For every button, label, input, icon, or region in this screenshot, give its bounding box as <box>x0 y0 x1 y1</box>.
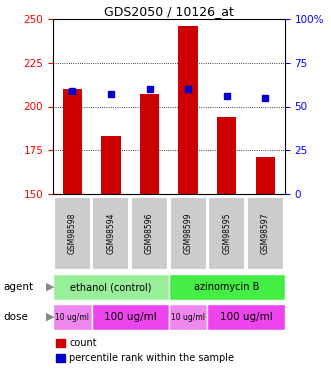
Text: GSM98597: GSM98597 <box>261 213 270 254</box>
Bar <box>101 136 120 194</box>
Text: ethanol (control): ethanol (control) <box>70 282 152 292</box>
Text: count: count <box>69 338 97 348</box>
Text: percentile rank within the sample: percentile rank within the sample <box>69 353 234 363</box>
Bar <box>256 157 275 194</box>
Text: dose: dose <box>3 312 28 322</box>
Text: ▶: ▶ <box>46 282 55 292</box>
Text: GSM98595: GSM98595 <box>222 213 231 254</box>
Text: agent: agent <box>3 282 33 292</box>
Bar <box>208 303 285 330</box>
Text: 10 ug/ml: 10 ug/ml <box>171 312 205 321</box>
Bar <box>140 94 159 194</box>
Text: 100 ug/ml: 100 ug/ml <box>220 312 272 322</box>
Text: GSM98596: GSM98596 <box>145 213 154 254</box>
Bar <box>63 89 82 194</box>
FancyBboxPatch shape <box>247 197 284 270</box>
FancyBboxPatch shape <box>131 197 168 270</box>
Title: GDS2050 / 10126_at: GDS2050 / 10126_at <box>104 5 234 18</box>
Bar <box>169 273 285 300</box>
Text: azinomycin B: azinomycin B <box>194 282 260 292</box>
Bar <box>56 354 65 362</box>
Text: GSM98594: GSM98594 <box>106 213 116 254</box>
Bar <box>53 273 169 300</box>
Text: ▶: ▶ <box>46 312 55 322</box>
Text: 100 ug/ml: 100 ug/ml <box>104 312 157 322</box>
FancyBboxPatch shape <box>208 197 245 270</box>
Bar <box>56 339 65 347</box>
FancyBboxPatch shape <box>169 197 207 270</box>
Text: GSM98599: GSM98599 <box>184 213 193 254</box>
FancyBboxPatch shape <box>54 197 91 270</box>
FancyBboxPatch shape <box>92 197 129 270</box>
Bar <box>53 303 92 330</box>
Text: GSM98598: GSM98598 <box>68 213 77 254</box>
Bar <box>178 26 198 194</box>
Bar <box>217 117 236 194</box>
Text: 10 ug/ml: 10 ug/ml <box>55 312 89 321</box>
Bar <box>92 303 169 330</box>
Bar <box>169 303 208 330</box>
